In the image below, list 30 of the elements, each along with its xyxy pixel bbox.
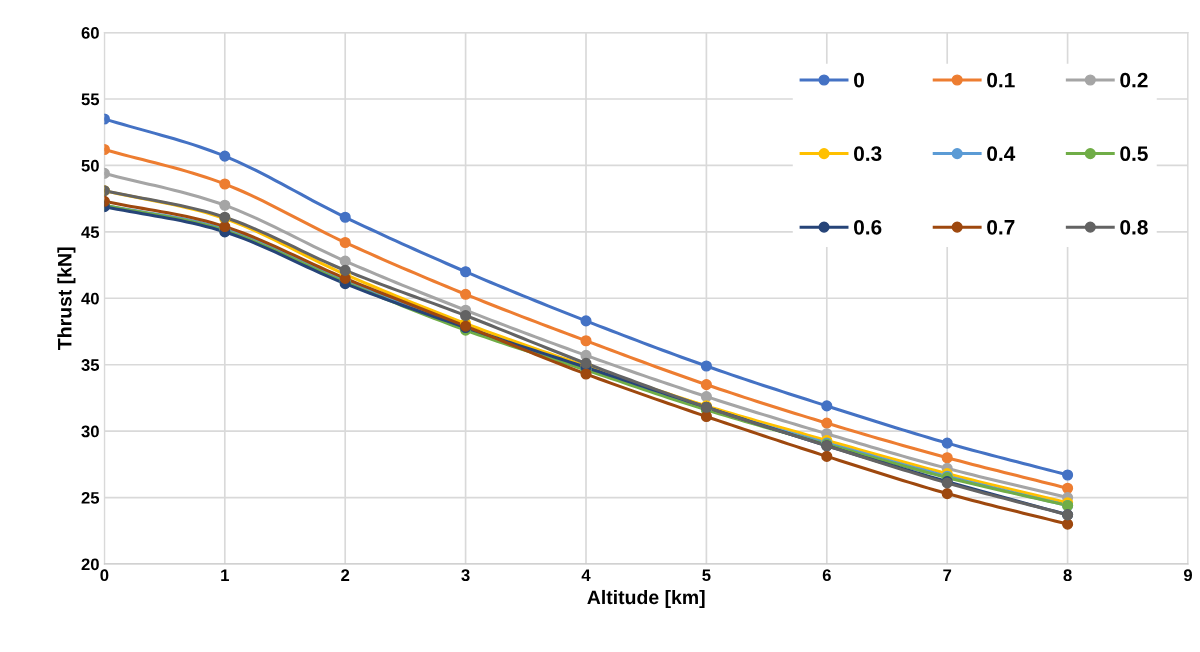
x-tick-label: 8: [1063, 569, 1072, 582]
x-tick-label: 5: [702, 569, 711, 582]
y-tick-label: 45: [81, 226, 100, 239]
x-tick-label: 2: [341, 569, 350, 581]
x-tick-label: 6: [822, 569, 831, 582]
legend-label: 0.6: [854, 219, 882, 235]
x-axis-title: Altitude [km]: [587, 589, 705, 609]
y-tick-label: 40: [81, 292, 99, 305]
y-tick-label: 55: [81, 93, 100, 106]
legend-label: 0: [854, 72, 864, 88]
x-tick-label: 3: [461, 569, 470, 582]
y-axis-title: Thrust [kN]: [57, 247, 76, 350]
y-tick-label: 60: [81, 27, 99, 39]
x-tick-label: 9: [1183, 569, 1193, 582]
x-tick-label: 1: [221, 569, 229, 581]
y-tick-label: 25: [81, 491, 100, 504]
legend-label: 0.4: [987, 146, 1016, 162]
x-tick-label: 7: [943, 569, 952, 581]
y-tick-label: 50: [81, 159, 99, 172]
legend-label: 0.1: [987, 72, 1015, 88]
x-tick-label: 4: [581, 569, 591, 581]
legend-label: 0.2: [1120, 72, 1148, 88]
x-tick-label: 0: [100, 569, 109, 582]
legend-label: 0.3: [854, 146, 882, 162]
y-tick-label: 30: [81, 425, 99, 438]
legend-label: 0.8: [1120, 219, 1148, 235]
legend-label: 0.7: [987, 219, 1015, 235]
y-tick-label: 35: [81, 359, 100, 371]
y-tick-label: 20: [81, 558, 99, 571]
legend-label: 0.5: [1120, 146, 1148, 162]
